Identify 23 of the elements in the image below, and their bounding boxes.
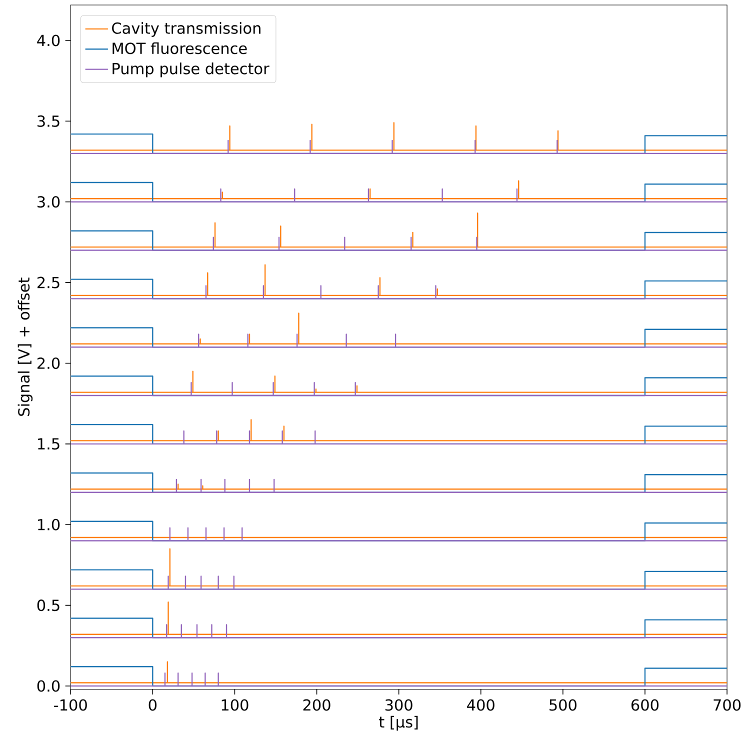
y-tick-label: 2.5 [38, 276, 60, 288]
x-tick-label: 200 [303, 699, 330, 711]
x-tick-label: 100 [222, 699, 248, 711]
x-tick-label: 300 [385, 699, 412, 711]
x-tick-label: 700 [714, 699, 741, 711]
y-tick-label: 3.0 [38, 196, 60, 208]
y-axis-title: Signal [V] + offset [18, 278, 33, 416]
legend-label: Pump pulse detector [112, 62, 270, 78]
x-axis-title: t [µs] [379, 716, 418, 731]
y-tick-label: 1.0 [38, 518, 60, 530]
y-tick-label: 0.5 [37, 600, 60, 612]
x-tick-label: 0 [148, 699, 157, 711]
x-tick-label: 500 [550, 699, 576, 711]
legend-label: MOT fluorescence [112, 42, 247, 54]
y-tick-label: 3.5 [38, 115, 60, 127]
x-tick-label: 600 [631, 699, 659, 711]
x-tick-label: 400 [467, 699, 494, 711]
x-tick-label: -100 [54, 699, 87, 711]
y-tick-label: 4.0 [37, 34, 60, 46]
y-tick-label: 2.0 [38, 357, 60, 369]
y-tick-label: 0.0 [37, 680, 60, 692]
y-tick-label: 1.5 [38, 438, 60, 450]
legend-label: Cavity transmission [112, 22, 260, 37]
